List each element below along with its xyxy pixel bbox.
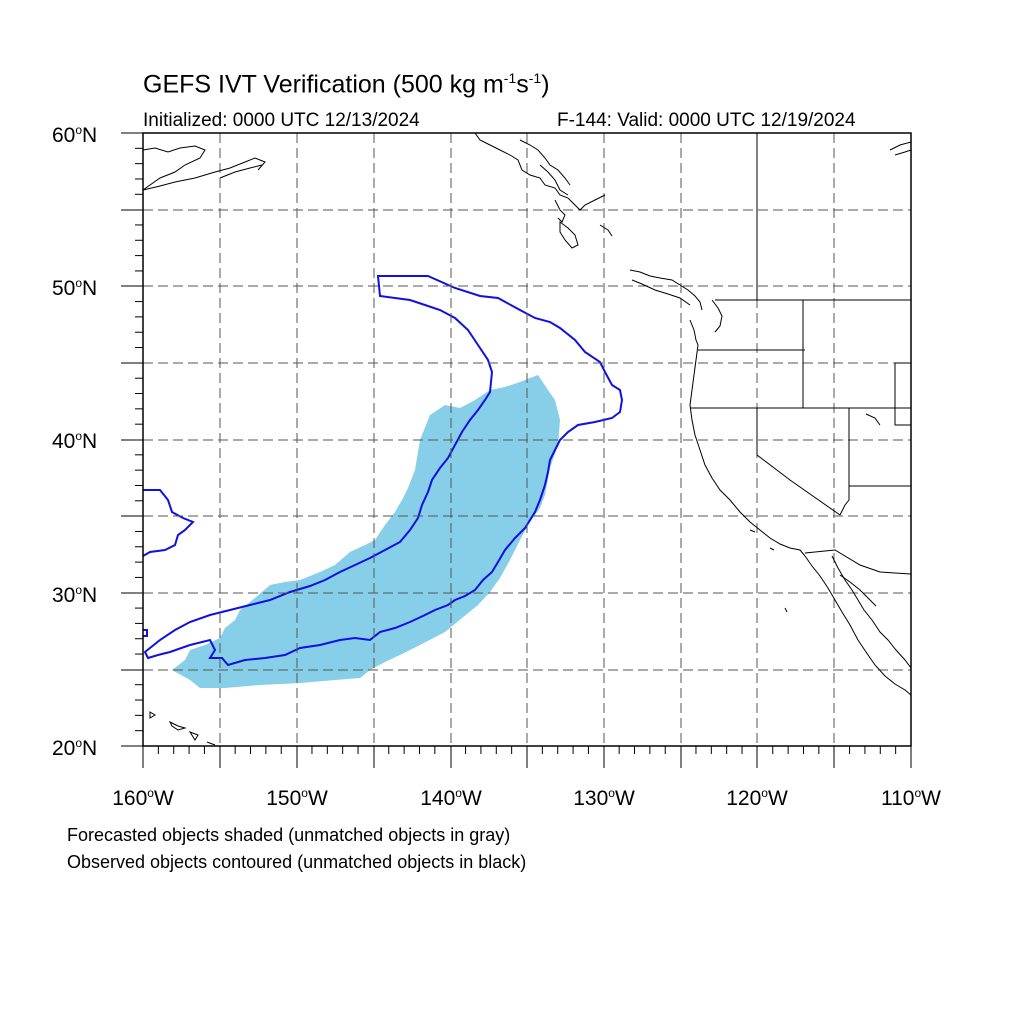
chart-title: GEFS IVT Verification (500 kg m-1s-1) xyxy=(143,70,550,99)
grid-lines xyxy=(143,133,911,746)
legend-note-forecast: Forecasted objects shaded (unmatched obj… xyxy=(67,825,511,845)
initialized-label: Initialized: 0000 UTC 12/13/2024 xyxy=(143,110,420,131)
lat-label-30: 30oN xyxy=(52,583,98,607)
forecast-object-shaded xyxy=(172,375,560,688)
observed-object-contour-west xyxy=(143,489,195,557)
axis-ticks xyxy=(121,132,912,768)
lat-label-60: 60oN xyxy=(52,123,98,147)
lon-label-130: 130oW xyxy=(573,786,635,810)
lon-label-160: 160oW xyxy=(112,786,174,810)
lon-label-110: 110oW xyxy=(881,786,941,810)
lon-label-150: 150oW xyxy=(266,786,328,810)
legend-note-observed: Observed objects contoured (unmatched ob… xyxy=(67,852,527,872)
lon-label-120: 120oW xyxy=(726,786,788,810)
lon-label-140: 140oW xyxy=(420,786,482,810)
lat-label-50: 50oN xyxy=(52,276,98,300)
valid-label: F-144: Valid: 0000 UTC 12/19/2024 xyxy=(557,110,856,131)
minor-ticks xyxy=(135,147,897,754)
observed-object-contour-fragment xyxy=(143,629,148,637)
coastlines xyxy=(143,133,911,746)
lat-label-20: 20oN xyxy=(52,736,98,760)
lat-label-40: 40oN xyxy=(52,429,98,453)
